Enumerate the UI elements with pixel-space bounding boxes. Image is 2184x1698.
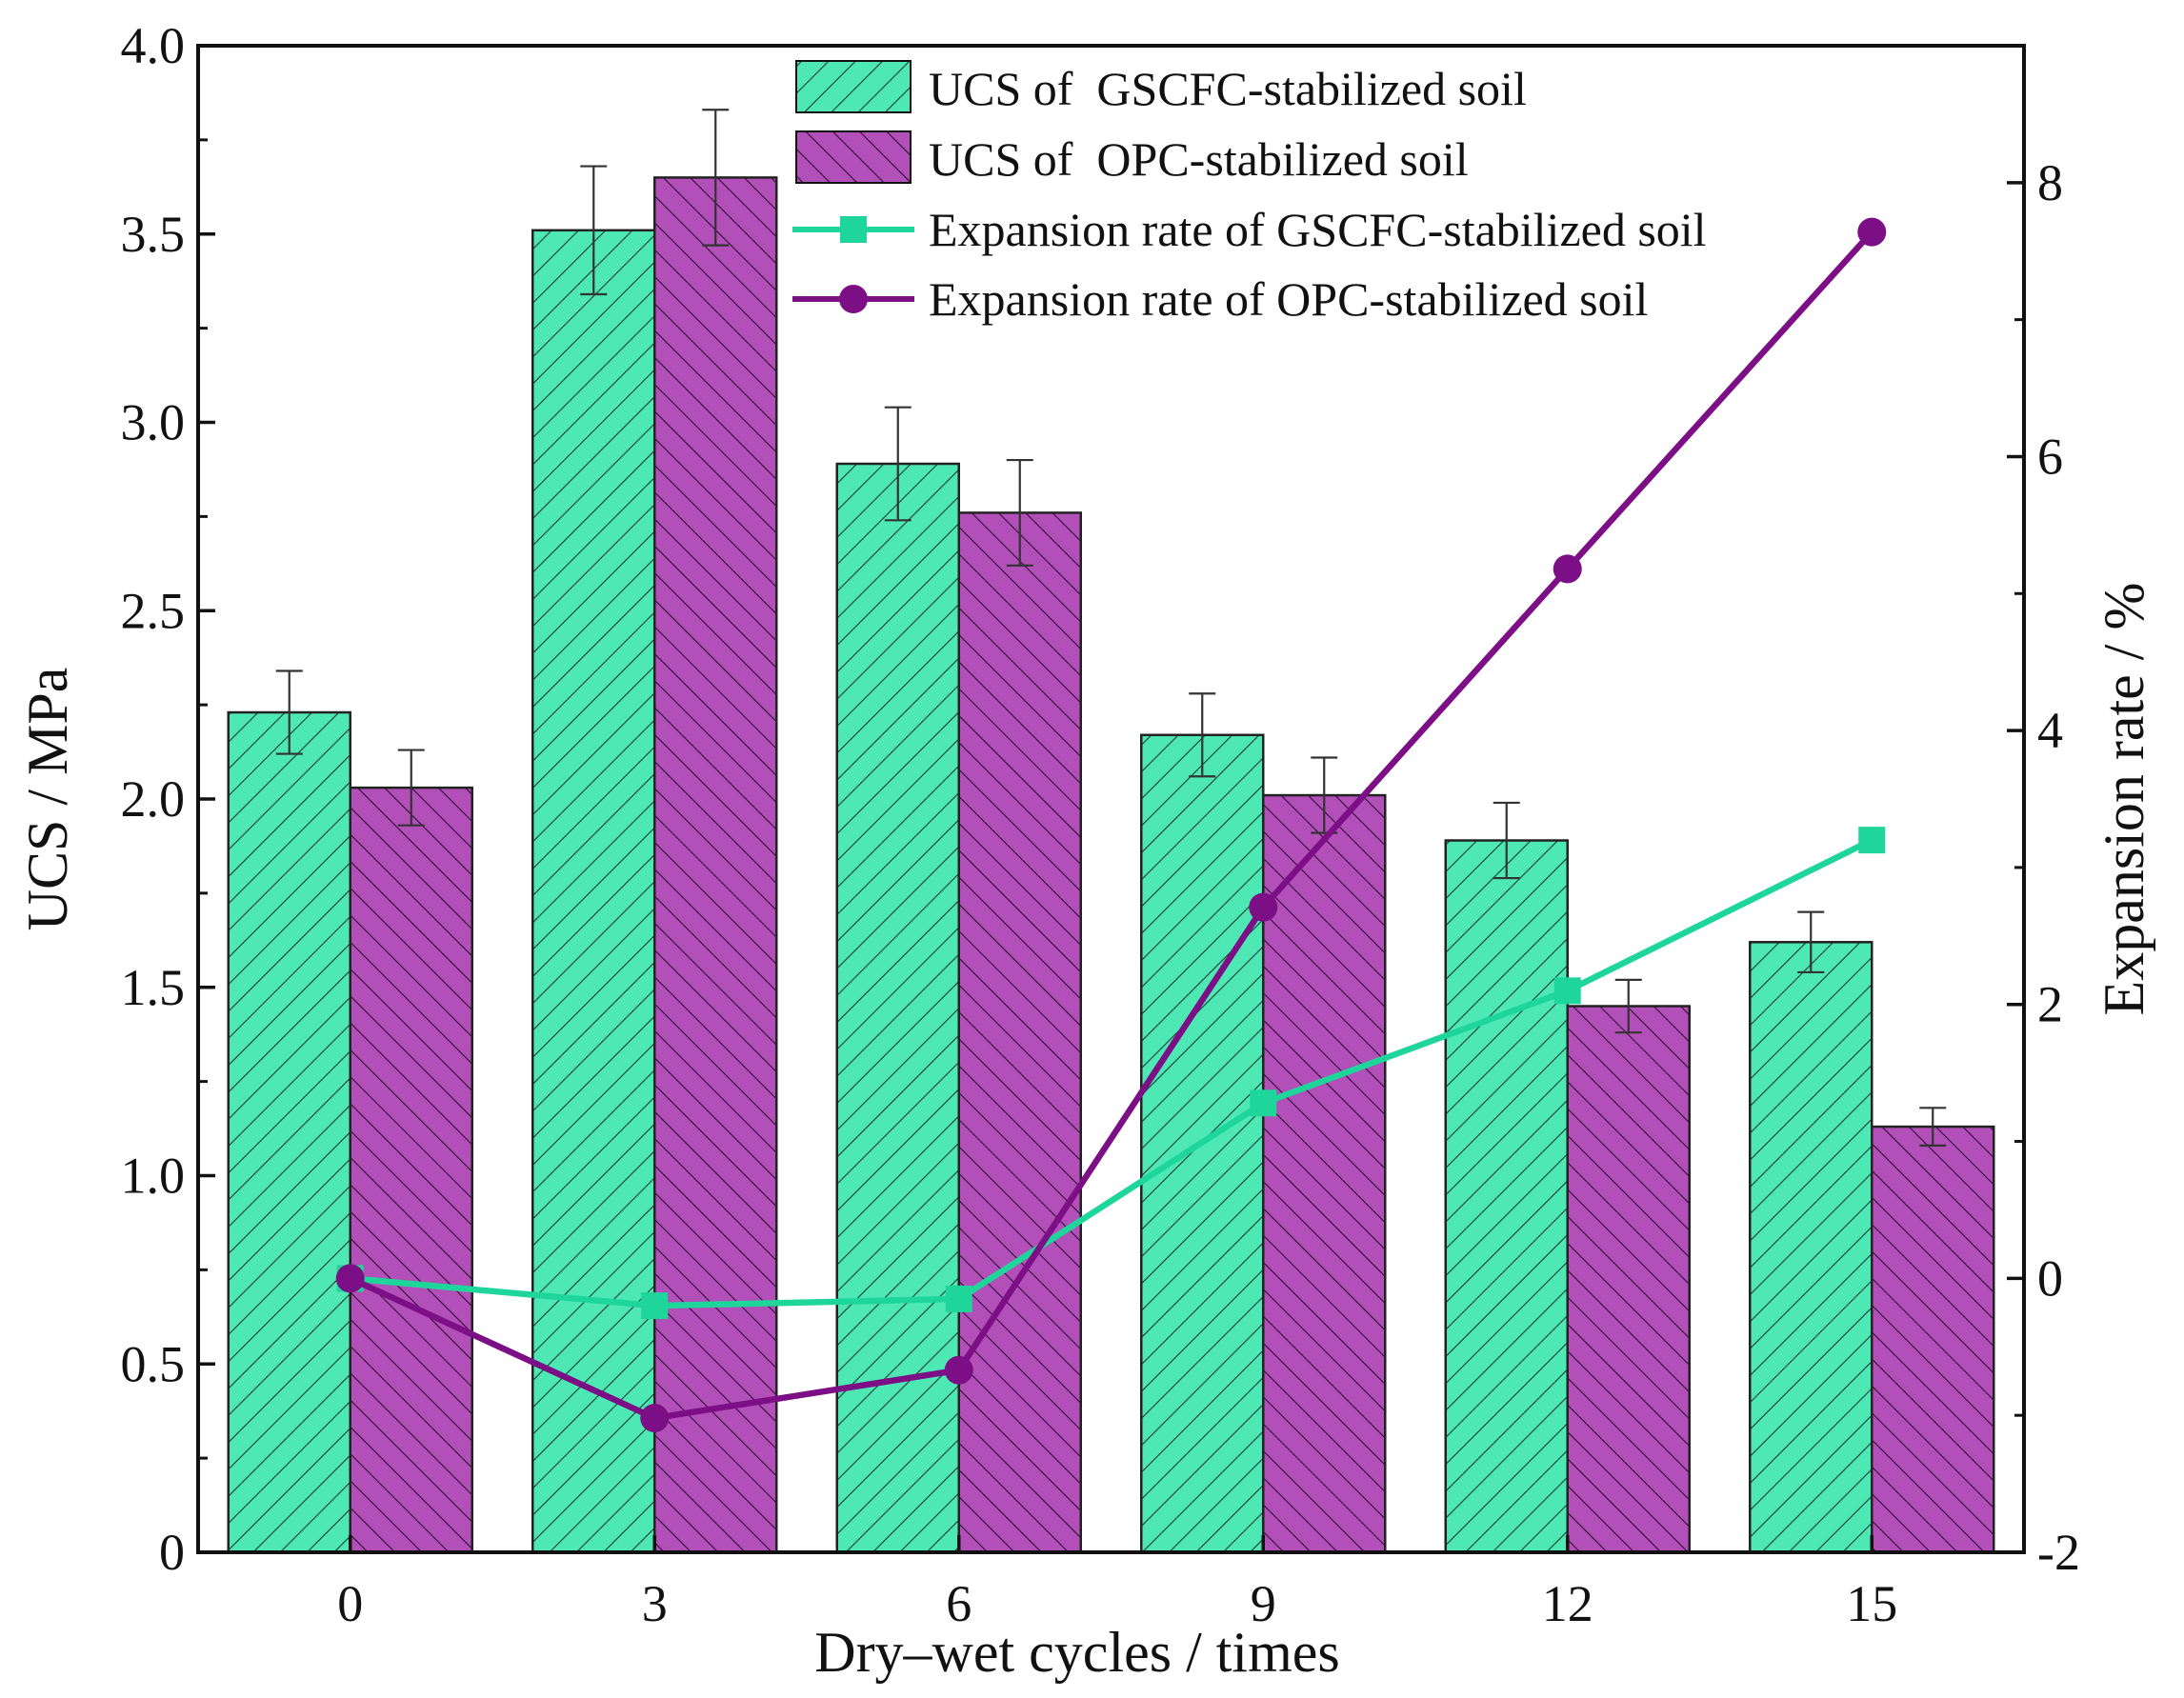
expansion-point-opc-12 xyxy=(1553,554,1582,584)
y-tick-label: 2.0 xyxy=(121,770,186,828)
expansion-point-opc-15 xyxy=(1857,217,1887,247)
x-tick-label: 6 xyxy=(946,1575,972,1632)
x-tick-label: 0 xyxy=(337,1575,363,1632)
y-tick-label: 1.0 xyxy=(121,1148,186,1205)
legend-label-gscfc-ucs: UCS of GSCFC-stabilized soil xyxy=(929,62,1527,115)
y-tick-label: 2.5 xyxy=(121,582,186,639)
y-tick-label: 3.0 xyxy=(121,394,186,451)
expansion-point-gscfc-15 xyxy=(1858,827,1886,854)
expansion-point-opc-9 xyxy=(1249,892,1278,922)
y-tick-label: 0 xyxy=(159,1524,185,1581)
y2-tick-label: 8 xyxy=(2037,154,2063,211)
expansion-point-opc-6 xyxy=(944,1355,973,1385)
y-tick-label: 4.0 xyxy=(121,17,186,74)
y2-axis-title: Expansion rate / % xyxy=(2093,583,2155,1016)
expansion-point-opc-3 xyxy=(640,1404,670,1433)
x-tick-label: 12 xyxy=(1542,1575,1593,1632)
expansion-line-opc xyxy=(349,230,1874,1422)
y-tick-label: 0.5 xyxy=(121,1335,186,1392)
bar-gscfc-cycle-0 xyxy=(227,710,351,1554)
bar-opc-cycle-9 xyxy=(1262,793,1387,1554)
bar-gscfc-cycle-15 xyxy=(1749,941,1873,1554)
bars-layer xyxy=(227,109,1995,1554)
legend-label-opc-expansion: Expansion rate of OPC-stabilized soil xyxy=(929,272,1648,326)
expansion-point-gscfc-3 xyxy=(641,1292,669,1320)
bar-opc-cycle-0 xyxy=(349,786,473,1554)
x-axis-title: Dry–wet cycles / times xyxy=(814,1621,1340,1684)
y2-tick-label: 4 xyxy=(2037,702,2063,759)
lines-layer xyxy=(335,217,1887,1433)
legend-marker-gscfc-expansion xyxy=(840,216,867,243)
y-axis-title: UCS / MPa xyxy=(16,668,79,931)
legend-marker-opc-expansion xyxy=(839,285,868,313)
expansion-line-gscfc xyxy=(350,837,1873,1309)
y-tick-label: 3.5 xyxy=(121,206,186,263)
y2-tick-label: 2 xyxy=(2037,976,2063,1033)
bar-opc-cycle-6 xyxy=(957,511,1082,1554)
bar-opc-cycle-15 xyxy=(1871,1125,1995,1554)
y2-tick-label: -2 xyxy=(2037,1524,2080,1581)
x-tick-label: 9 xyxy=(1251,1575,1276,1632)
legend-label-opc-ucs: UCS of OPC-stabilized soil xyxy=(929,132,1469,186)
y2-tick-label: 6 xyxy=(2037,428,2063,485)
legend-label-gscfc-expansion: Expansion rate of GSCFC-stabilized soil xyxy=(929,203,1707,256)
legend: UCS of GSCFC-stabilized soil UCS of OPC-… xyxy=(792,60,1707,326)
x-tick-label: 15 xyxy=(1846,1575,1897,1632)
bar-opc-cycle-3 xyxy=(653,176,778,1554)
bar-opc-cycle-12 xyxy=(1566,1005,1691,1554)
y2-tick-label: 0 xyxy=(2037,1249,2063,1307)
expansion-point-gscfc-12 xyxy=(1553,977,1581,1005)
expansion-point-gscfc-9 xyxy=(1250,1089,1277,1117)
bar-gscfc-cycle-12 xyxy=(1444,839,1569,1554)
legend-swatch-gscfc-ucs xyxy=(795,60,912,113)
axes-layer: 0 0.5 1.0 1.5 2.0 2.5 3.0 3.5 4.0 -2 0 2 4 6 8 0 3 6 9 12 15 xyxy=(121,17,2080,1632)
bar-gscfc-cycle-3 xyxy=(531,229,656,1554)
legend-swatch-opc-ucs xyxy=(795,130,912,184)
expansion-point-gscfc-6 xyxy=(945,1285,972,1312)
x-tick-label: 3 xyxy=(642,1575,668,1632)
y-tick-label: 1.5 xyxy=(121,959,186,1016)
expansion-point-opc-0 xyxy=(335,1264,365,1293)
